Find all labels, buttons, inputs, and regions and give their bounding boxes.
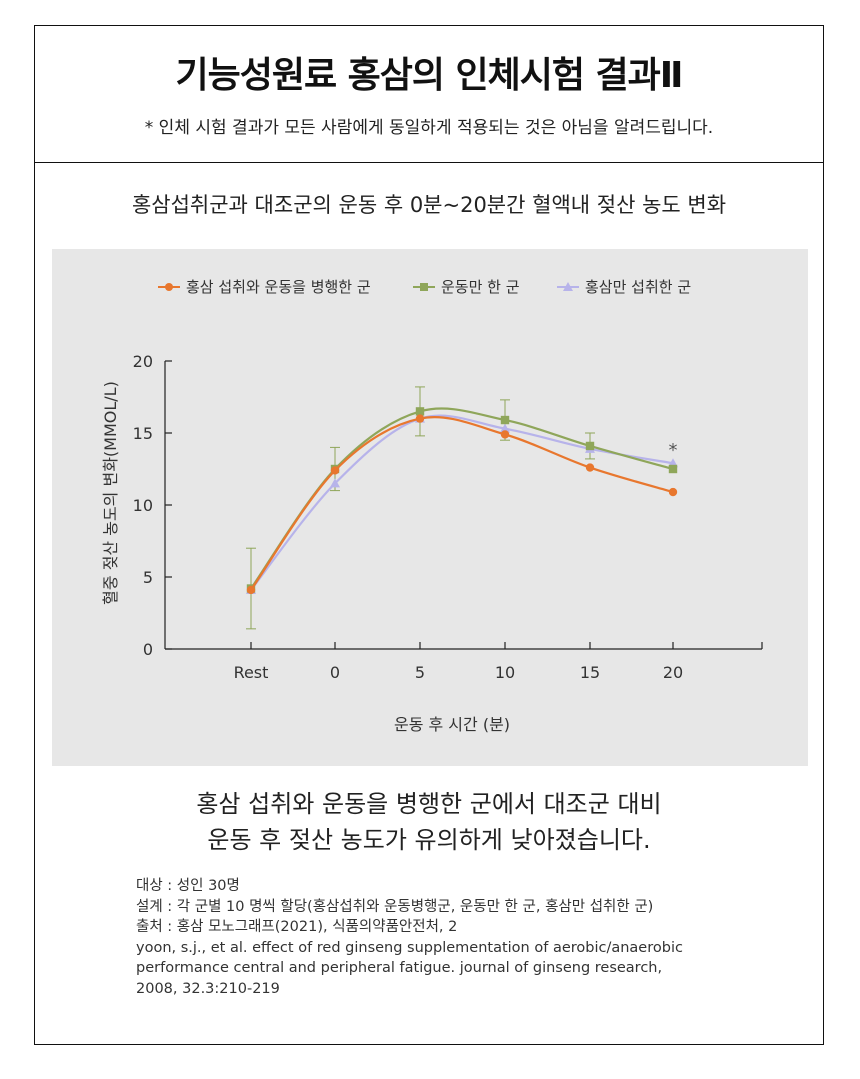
chart-panel: 0 5 10 15 20 Rest 0 5 10 15 20 운동 후 시간 (분) 혈중 젖산 농도의… xyxy=(52,249,808,766)
infographic-frame: 기능성원료 홍삼의 인체시험 결과Ⅱ * 인체 시험 결과가 모든 사람에게 동… xyxy=(34,25,824,1045)
data-point xyxy=(500,415,510,425)
conclusion-line-2: 운동 후 젖산 농도가 유의하게 낮아졌습니다. xyxy=(207,826,651,854)
series-line xyxy=(250,407,674,590)
conclusion: 홍삼 섭취와 운동을 병행한 군에서 대조군 대비 운동 후 젖산 농도가 유의… xyxy=(35,786,823,858)
x-tick-label: Rest xyxy=(234,663,269,682)
legend-label: 홍삼만 섭취한 군 xyxy=(585,278,691,296)
data-point xyxy=(246,585,256,595)
data-point xyxy=(585,441,595,451)
x-tick-label: 5 xyxy=(415,663,425,682)
series-line xyxy=(250,414,674,591)
x-axis-label: 운동 후 시간 (분) xyxy=(394,715,510,734)
legend-label: 운동만 한 군 xyxy=(441,278,520,296)
y-tick-label: 5 xyxy=(143,568,153,587)
reference-line: performance central and peripheral fatig… xyxy=(136,960,663,976)
data-point xyxy=(415,414,425,423)
reference-line: yoon, s.j., et al. effect of red ginseng… xyxy=(136,939,683,956)
x-tick-label: 20 xyxy=(663,663,683,682)
legend-marker xyxy=(165,283,173,291)
data-point xyxy=(668,487,678,497)
x-tick-label: 0 xyxy=(330,663,340,682)
page-title: 기능성원료 홍삼의 인체시험 결과Ⅱ xyxy=(175,55,684,96)
legend-label: 홍삼 섭취와 운동을 병행한 군 xyxy=(186,278,371,296)
reference-line: 출처 : 홍삼 모노그래프(2021), 식품의약품안전처, 2 xyxy=(136,919,458,935)
y-tick-label: 15 xyxy=(133,424,153,443)
legend-marker xyxy=(420,283,428,291)
data-point xyxy=(500,423,510,433)
disclaimer-text: * 인체 시험 결과가 모든 사람에게 동일하게 적용되는 것은 아님을 알려드… xyxy=(144,118,714,138)
reference-line: 2008, 32.3:210-219 xyxy=(136,980,280,997)
data-point xyxy=(415,407,425,416)
y-axis-label: 혈중 젖산 농도의 변화(MMOL/L) xyxy=(101,381,120,605)
series-line xyxy=(250,416,674,591)
conclusion-line-1: 홍삼 섭취와 운동을 병행한 군에서 대조군 대비 xyxy=(196,790,662,818)
significance-marker: * xyxy=(669,440,678,461)
x-tick-label: 15 xyxy=(580,663,600,682)
legend-marker xyxy=(563,282,573,291)
reference-line: 대상 : 성인 30명 xyxy=(136,878,240,894)
header: 기능성원료 홍삼의 인체시험 결과Ⅱ * 인체 시험 결과가 모든 사람에게 동… xyxy=(35,26,823,163)
data-point xyxy=(585,463,595,472)
x-tick-label: 10 xyxy=(495,663,515,682)
data-point xyxy=(330,478,340,488)
y-tick-label: 20 xyxy=(133,352,153,371)
y-tick-label: 0 xyxy=(143,640,153,659)
data-point xyxy=(668,464,678,474)
reference-line: 설계 : 각 군별 10 명씩 할당(홍삼섭취와 운동병행군, 운동만 한 군,… xyxy=(136,898,654,915)
data-point xyxy=(330,466,340,475)
chart-title: 홍삼섭취군과 대조군의 운동 후 0분~20분간 혈액내 젖산 농도 변화 xyxy=(131,193,727,217)
data-point xyxy=(500,430,510,439)
y-tick-label: 10 xyxy=(133,496,153,515)
line-chart: 0 5 10 15 20 Rest 0 5 10 15 20 운동 후 시간 (분) 혈중 젖산 농도의… xyxy=(101,278,763,734)
